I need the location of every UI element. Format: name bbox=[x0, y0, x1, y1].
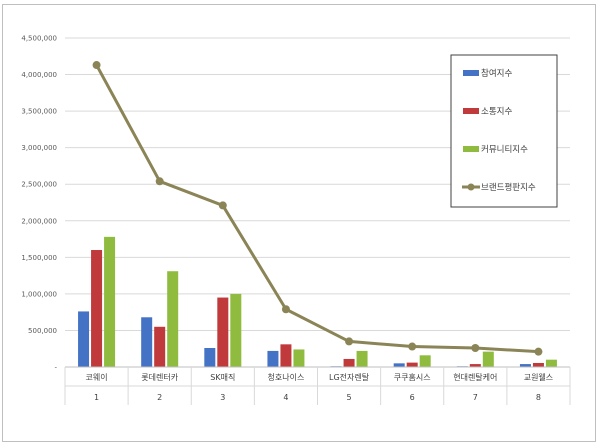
y-tick-label: 1,500,000 bbox=[21, 254, 57, 262]
y-tick-label: 500,000 bbox=[28, 327, 57, 335]
line-point bbox=[345, 337, 354, 346]
series-line bbox=[95, 64, 539, 354]
bar bbox=[104, 236, 116, 367]
x-rank-label: 8 bbox=[536, 393, 541, 402]
x-category-label: 롯데렌터카 bbox=[141, 372, 178, 382]
legend-label: 브랜드평판지수 bbox=[481, 182, 536, 193]
y-tick-label: 1,000,000 bbox=[21, 290, 57, 298]
x-category-label: 현대렌탈케어 bbox=[453, 372, 497, 382]
bar bbox=[406, 362, 418, 367]
x-category-label: 코웨이 bbox=[86, 372, 108, 382]
bar bbox=[267, 350, 279, 367]
bar-series bbox=[78, 236, 557, 367]
y-tick-label: 2,500,000 bbox=[21, 181, 57, 189]
bar bbox=[356, 350, 368, 367]
y-tick-label: 2,000,000 bbox=[21, 217, 57, 225]
y-tick-label: 3,500,000 bbox=[21, 108, 57, 116]
bar bbox=[141, 317, 153, 367]
bar bbox=[280, 344, 292, 367]
bar bbox=[167, 271, 179, 367]
legend-marker bbox=[467, 183, 475, 191]
x-rank-label: 2 bbox=[157, 393, 162, 402]
legend-swatch bbox=[463, 146, 479, 152]
line-point bbox=[281, 305, 290, 314]
x-axis: 코웨이 1 롯데렌터카 2 SK매직 3 청호나이스 4 LG전자렌탈 5 쿠쿠홈시스 6 현대렌탈케어… bbox=[64, 366, 571, 405]
bar bbox=[482, 351, 494, 367]
x-rank-label: 7 bbox=[473, 393, 478, 402]
x-category-label: SK매직 bbox=[210, 372, 235, 382]
x-rank-label: 4 bbox=[283, 393, 288, 402]
x-category-label: LG전자렌탈 bbox=[329, 372, 370, 382]
x-category-label: 청호나이스 bbox=[268, 372, 305, 382]
x-rank-label: 3 bbox=[220, 393, 225, 402]
y-tick-label: 4,500,000 bbox=[21, 35, 57, 43]
bar bbox=[532, 362, 544, 367]
line-point bbox=[92, 61, 101, 70]
y-tick-label: - bbox=[54, 364, 57, 372]
legend-label: 참여지수 bbox=[481, 68, 512, 79]
legend-swatch bbox=[463, 108, 479, 114]
bar bbox=[343, 358, 355, 367]
y-axis: - 500,000 1,000,000 1,500,000 2,000,000 2,500… bbox=[21, 35, 57, 372]
line-series bbox=[92, 61, 543, 356]
x-rank-label: 5 bbox=[347, 393, 352, 402]
bar bbox=[519, 364, 531, 367]
line-point bbox=[155, 177, 164, 186]
x-rank-label: 1 bbox=[94, 393, 99, 402]
legend-swatch bbox=[463, 70, 479, 76]
bar bbox=[469, 364, 481, 367]
bar bbox=[217, 297, 229, 367]
bar bbox=[393, 363, 405, 367]
bar bbox=[419, 355, 431, 367]
x-category-label: 교원웰스 bbox=[524, 372, 553, 382]
line-point bbox=[471, 343, 480, 352]
legend-label: 소통지수 bbox=[481, 107, 512, 117]
line-point bbox=[218, 201, 227, 210]
y-tick-label: 3,000,000 bbox=[21, 144, 57, 152]
x-rank-label: 6 bbox=[410, 393, 415, 402]
bar bbox=[91, 250, 103, 367]
x-category-label: 쿠쿠홈시스 bbox=[394, 372, 431, 382]
line-point bbox=[408, 342, 417, 351]
y-tick-label: 4,000,000 bbox=[21, 71, 57, 79]
bar bbox=[230, 293, 242, 367]
line-point bbox=[534, 347, 543, 356]
bar bbox=[154, 326, 166, 367]
legend-box bbox=[450, 54, 558, 208]
legend-label: 커뮤니티지수 bbox=[481, 144, 528, 155]
bar bbox=[293, 349, 305, 367]
bar bbox=[545, 359, 557, 367]
bar bbox=[78, 311, 90, 367]
bar bbox=[204, 347, 216, 367]
